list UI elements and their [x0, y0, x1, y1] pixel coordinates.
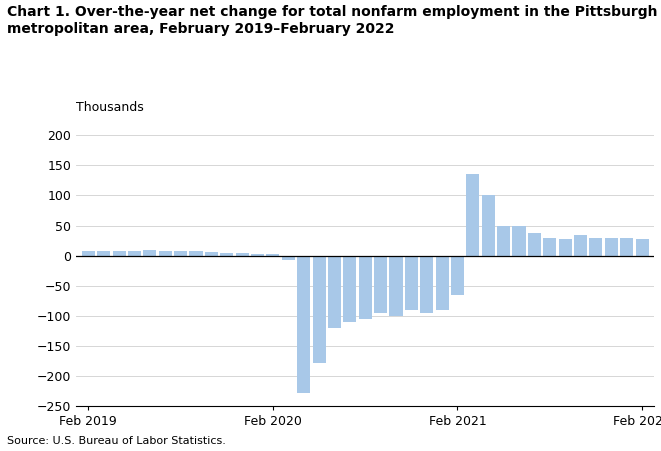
Bar [512, 226, 525, 256]
Bar [620, 238, 633, 256]
Bar [174, 251, 187, 256]
Bar [374, 256, 387, 313]
Bar [436, 256, 449, 310]
Bar [482, 195, 495, 256]
Bar [282, 256, 295, 260]
Bar [97, 251, 110, 256]
Text: Thousands: Thousands [76, 101, 143, 114]
Bar [543, 238, 557, 256]
Bar [405, 256, 418, 310]
Bar [220, 253, 233, 256]
Bar [235, 253, 249, 256]
Bar [205, 252, 218, 256]
Text: Source: U.S. Bureau of Labor Statistics.: Source: U.S. Bureau of Labor Statistics. [7, 437, 225, 446]
Text: Chart 1. Over-the-year net change for total nonfarm employment in the Pittsburgh: Chart 1. Over-the-year net change for to… [7, 5, 657, 36]
Bar [82, 251, 95, 256]
Bar [467, 175, 479, 256]
Bar [389, 256, 403, 316]
Bar [559, 239, 572, 256]
Bar [574, 235, 587, 256]
Bar [528, 233, 541, 256]
Bar [328, 256, 341, 328]
Bar [159, 251, 172, 256]
Bar [251, 254, 264, 256]
Bar [635, 239, 648, 256]
Bar [497, 226, 510, 256]
Bar [190, 251, 202, 256]
Bar [128, 251, 141, 256]
Bar [590, 238, 602, 256]
Bar [143, 250, 157, 256]
Bar [605, 238, 618, 256]
Bar [112, 251, 126, 256]
Bar [359, 256, 371, 319]
Bar [266, 254, 280, 256]
Bar [313, 256, 326, 363]
Bar [420, 256, 433, 313]
Bar [297, 256, 310, 393]
Bar [451, 256, 464, 295]
Bar [343, 256, 356, 322]
